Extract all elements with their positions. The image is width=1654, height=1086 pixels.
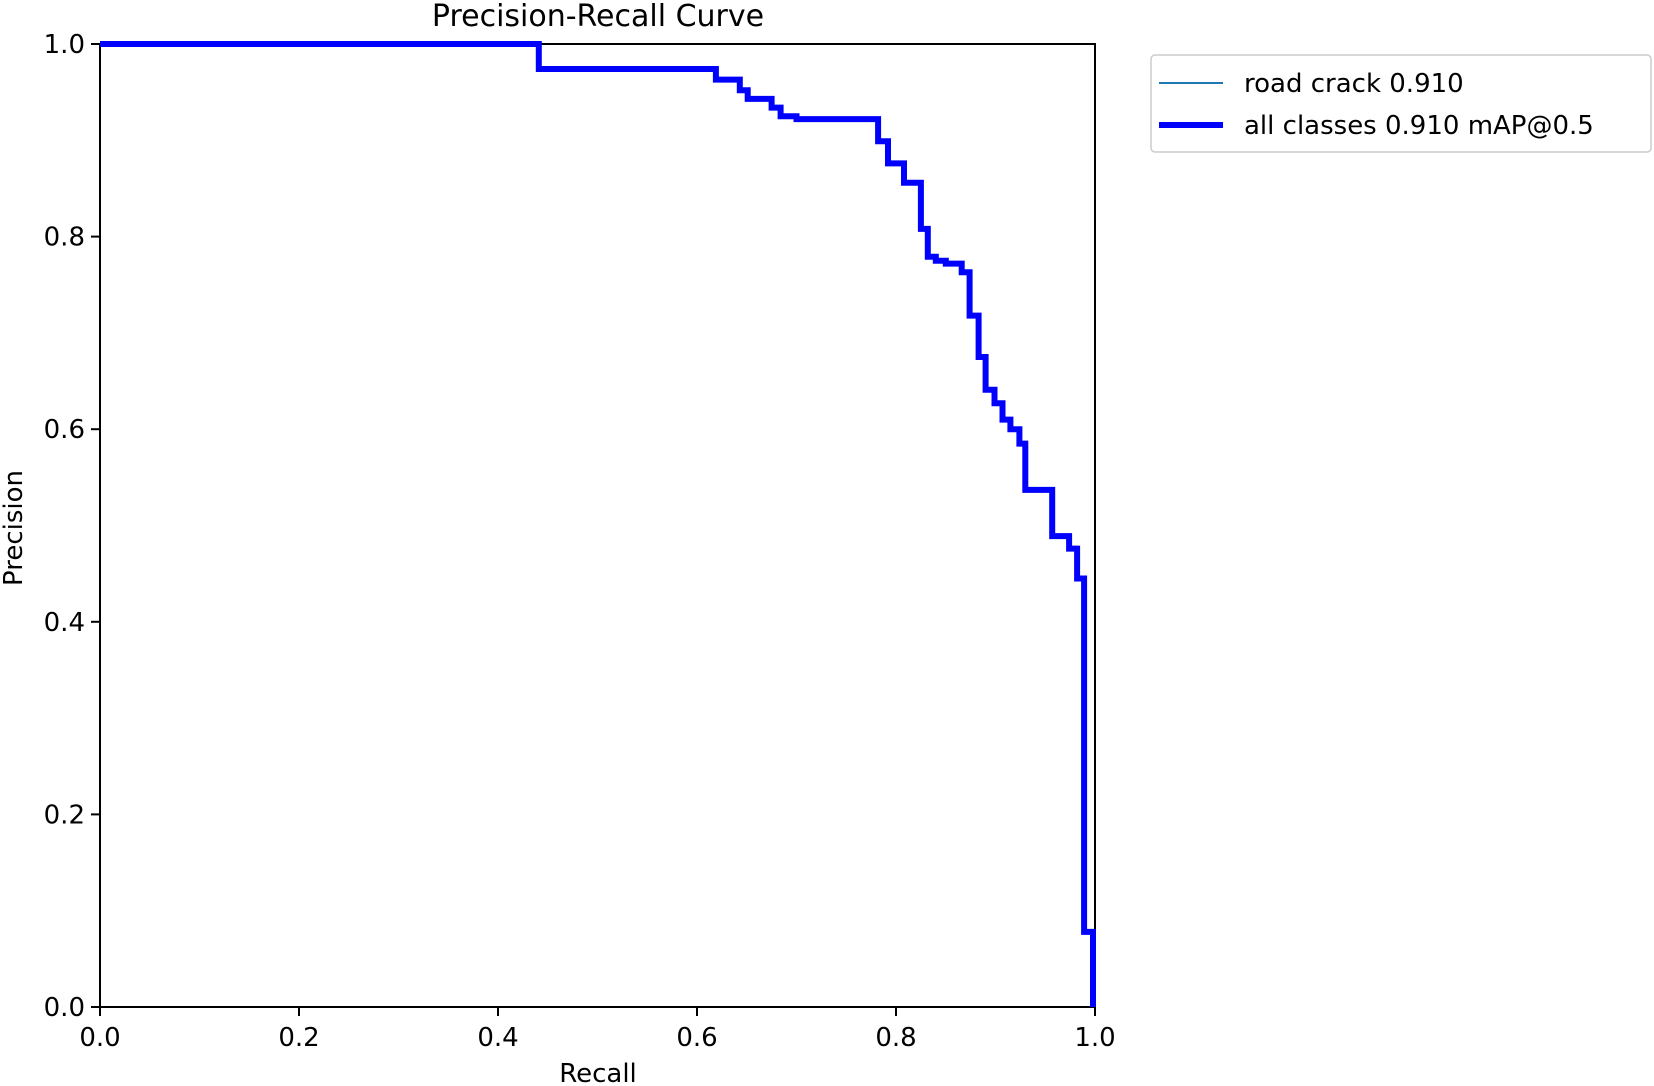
chart-title: Precision-Recall Curve	[432, 0, 764, 34]
y-tick-label: 0.4	[44, 608, 85, 638]
y-tick-label: 0.0	[44, 993, 85, 1023]
legend-label-1: road crack 0.910	[1244, 69, 1464, 99]
y-tick-label: 0.6	[44, 415, 85, 445]
x-tick-label: 0.0	[79, 1023, 120, 1053]
x-tick-label: 1.0	[1074, 1023, 1115, 1053]
legend-label-2: all classes 0.910 mAP@0.5	[1244, 111, 1594, 141]
y-axis-label: Precision	[0, 470, 29, 586]
y-tick-label: 1.0	[44, 30, 85, 60]
plot-frame	[99, 43, 1096, 1008]
x-axis-label: Recall	[559, 1059, 637, 1086]
x-tick-label: 0.2	[278, 1023, 319, 1053]
legend: road crack 0.910 all classes 0.910 mAP@0.…	[1150, 54, 1652, 153]
series-line-2	[100, 41, 1096, 1007]
y-tick-label: 0.8	[44, 223, 85, 253]
y-tick-label: 0.2	[44, 800, 85, 830]
x-tick-label: 0.6	[676, 1023, 717, 1053]
x-tick-label: 0.4	[477, 1023, 518, 1053]
x-tick-label: 0.8	[875, 1023, 916, 1053]
plot-area: 0.0 0.2 0.4 0.6 0.8 1.0 0.0 0.2 0.4 0.6 0.8 1.0	[44, 30, 1116, 1053]
legend-box	[1150, 54, 1652, 153]
